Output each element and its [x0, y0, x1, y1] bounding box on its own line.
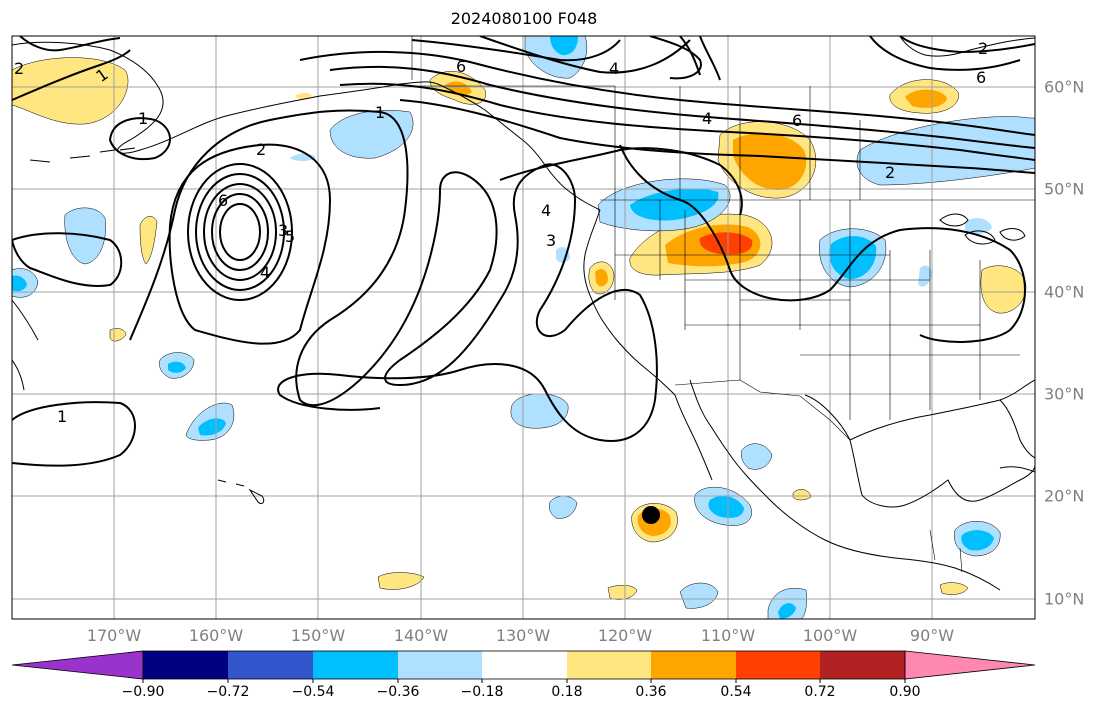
colorbar-extend-high [904, 650, 1036, 680]
colorbar-bin [228, 651, 313, 679]
lon-label: 120°W [597, 626, 653, 645]
negative-anomaly-patch [708, 495, 744, 518]
negative-anomaly-patch [550, 36, 578, 56]
lon-label: 170°W [86, 626, 142, 645]
positive-anomaly-patch [139, 216, 158, 265]
storm-center-marker [642, 506, 660, 524]
lat-label: 40°N [1044, 282, 1085, 302]
contour-label: 4 [609, 59, 619, 78]
contour-label: 2 [978, 39, 988, 58]
negative-anomaly-patch [961, 530, 994, 551]
negative-anomaly-patch [329, 110, 414, 159]
positive-anomaly-patch [445, 81, 472, 96]
negative-anomaly-patch [679, 582, 719, 609]
map-panel [12, 36, 1035, 619]
positive-anomaly-patch [905, 89, 947, 108]
negative-anomaly-patch [918, 265, 932, 287]
contour-label: 6 [792, 111, 802, 130]
contour-label: 1 [57, 407, 67, 426]
lon-label: 90°W [909, 626, 955, 645]
negative-anomaly-patch [778, 603, 796, 619]
colorbar [11, 650, 1036, 683]
contour-label: 3 [278, 221, 288, 240]
colorbar-tick-label: 0.54 [720, 684, 752, 700]
colorbar-tick-label: 0.36 [635, 684, 667, 700]
contour-label: 2 [885, 163, 895, 182]
contour-label: 4 [541, 201, 551, 220]
lat-label: 20°N [1044, 486, 1085, 506]
colorbar-bin [567, 651, 651, 679]
negative-anomaly-patch [741, 443, 773, 470]
positive-anomaly-patch [699, 232, 753, 255]
contour-label-group: 2 1 1 2 6 5 4 3 1 3 4 6 4 6 2 6 4 2 1 [14, 39, 988, 426]
contour-label: 2 [14, 59, 24, 78]
figure-title: 2024080100 F048 [450, 9, 598, 28]
colorbar-ticks [142, 679, 906, 683]
contour-lines [12, 36, 1035, 467]
anomaly-shading [12, 36, 1035, 619]
colorbar-tick-label: −0.54 [291, 684, 335, 700]
colorbar-tick-label: −0.18 [460, 684, 504, 700]
colorbar-bin [820, 651, 905, 679]
colorbar-outline [142, 650, 906, 680]
colorbar-tick-label: −0.72 [206, 684, 250, 700]
colorbar-bin [651, 651, 736, 679]
colorbar-tick-label: 0.90 [889, 684, 921, 700]
lon-label: 150°W [290, 626, 346, 645]
contour-label: 6 [976, 68, 986, 87]
contour-label: 2 [256, 140, 266, 159]
lat-label: 50°N [1044, 179, 1085, 199]
positive-anomaly-patch [733, 133, 807, 190]
contour-label: 1 [138, 109, 148, 128]
contour-label: 6 [456, 57, 466, 76]
negative-anomaly-patch [12, 275, 27, 292]
contour-label: 4 [702, 109, 712, 128]
colorbar-tick-label: −0.36 [376, 684, 420, 700]
negative-anomaly-patch [630, 188, 719, 221]
negative-anomaly-patch [198, 418, 226, 436]
negative-anomaly-patch [965, 218, 992, 235]
colorbar-tick-label: −0.90 [121, 684, 165, 700]
coastlines [12, 36, 1035, 591]
colorbar-bin [736, 651, 820, 679]
positive-anomaly-patch [595, 269, 608, 287]
colorbar-bin [482, 651, 567, 679]
colorbar-tick-label: 0.72 [804, 684, 836, 700]
colorbar-bin [398, 651, 482, 679]
political-borders [411, 36, 1035, 573]
lon-label: 110°W [700, 626, 756, 645]
contour-label: 3 [546, 231, 556, 250]
positive-anomaly-patch [939, 582, 969, 595]
positive-anomaly-patch [12, 57, 129, 125]
lon-label: 100°W [802, 626, 858, 645]
lon-label: 130°W [495, 626, 551, 645]
contour-label: 5 [285, 227, 295, 246]
colorbar-extend-low [11, 650, 144, 680]
lat-label: 60°N [1044, 77, 1085, 97]
lat-label: 10°N [1044, 589, 1085, 609]
colorbar-tick-label: 0.18 [551, 684, 583, 700]
negative-anomaly-patch [829, 236, 877, 279]
contour-label: 4 [260, 263, 270, 282]
lat-label: 30°N [1044, 384, 1085, 404]
contour-label: 6 [218, 191, 228, 210]
negative-anomaly-patch [168, 361, 186, 373]
contour-label: 1 [375, 103, 385, 122]
positive-anomaly-patch [792, 489, 812, 501]
positive-anomaly-patch [295, 93, 312, 99]
colorbar-bin [143, 651, 228, 679]
lon-label: 140°W [393, 626, 449, 645]
map-frame [11, 35, 1036, 620]
positive-anomaly-patch [980, 265, 1027, 314]
lon-label: 160°W [188, 626, 244, 645]
positive-anomaly-patch [377, 572, 425, 590]
colorbar-bin [313, 651, 398, 679]
